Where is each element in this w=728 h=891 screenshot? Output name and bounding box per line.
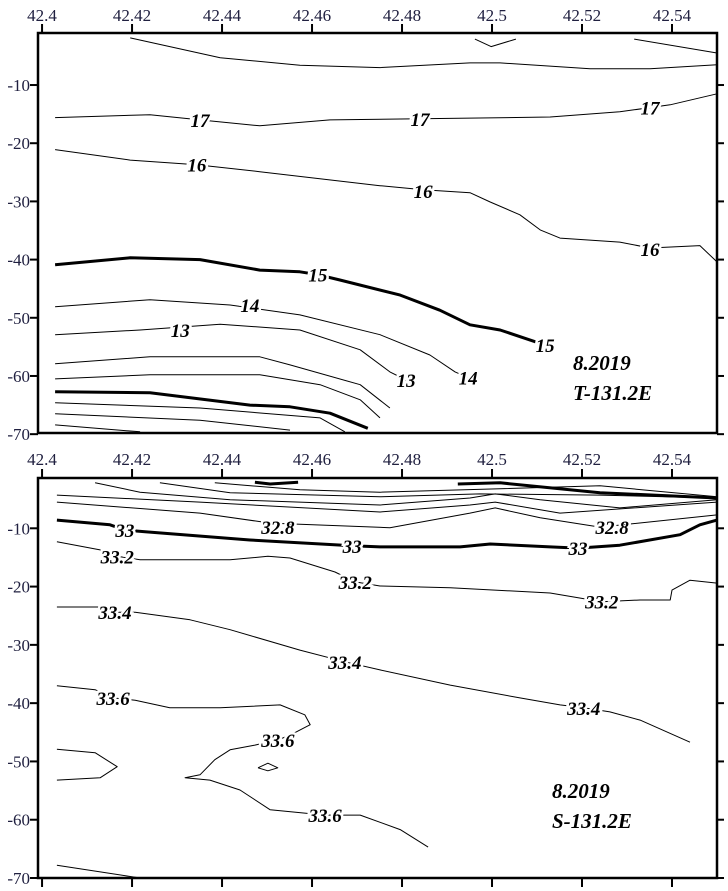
y-tick-label: -20 [7,578,30,597]
y-tick-label: -10 [7,519,30,538]
contour-line [257,762,279,772]
y-tick-label: -20 [7,134,30,153]
x-tick-label: 42.46 [293,6,331,25]
plot-frame [36,31,719,435]
contour-label: 33.4 [566,699,600,720]
contour-line-32_8 [56,501,718,529]
contour-line [55,374,381,419]
contour-label: 17 [411,110,432,131]
contour-line [55,413,291,431]
y-tick-label: -60 [7,367,30,386]
contour-label: 33 [567,539,587,560]
contour-label: 33.6 [307,806,342,827]
contour-line [474,38,517,48]
x-tick-label: 42.52 [563,450,601,469]
x-tick-label: 42.48 [383,6,421,25]
y-tick-label: -60 [7,811,30,830]
contour-line [94,482,718,509]
contour-label: 13 [171,321,190,342]
annotation-section: T-131.2E [573,381,653,405]
y-tick-label: -40 [7,251,30,270]
contour-line-33_6 [56,685,429,848]
contour-label: 15 [308,266,328,287]
x-tick-label: 42.52 [563,6,601,25]
y-tick-label: -30 [7,192,30,211]
contour-label: 32.8 [595,518,630,539]
contour-label: 16 [640,240,660,261]
annotation-date: 8.2019 [573,351,631,375]
contour-line [254,480,299,486]
x-tick-label: 42.54 [653,6,692,25]
annotation-date: 8.2019 [552,779,610,803]
contour-label: 33.2 [584,593,619,614]
contour-label: 33.2 [100,547,135,568]
contour-label: 17 [640,99,661,120]
salinity-panel: 32.8 32.8 33 33 33 33.2 33.2 33.2 33.4 33.4 33.4 33… [7,450,724,888]
contour-label: 33.6 [260,731,295,752]
contour-line [55,356,391,409]
contour-label: 33.4 [327,653,361,674]
contour-line-17 [55,93,718,127]
y-tick-label: -50 [7,752,30,771]
temperature-panel: 17 17 17 16 16 16 15 15 14 14 13 13 42.4 42.42 42.44 42… [7,6,724,444]
y-tick-label: -10 [7,76,30,95]
contour-label: 33 [342,537,362,558]
x-tick-label: 42.4 [27,6,57,25]
y-tick-label: -30 [7,636,30,655]
contour-label: 33.6 [96,689,131,710]
x-tick-label: 42.42 [113,6,151,25]
contour-line [55,424,141,433]
contour-label: 16 [414,182,434,203]
contour-line-33_4 [56,606,691,743]
salinity-panel-annotation: 8.2019 S-131.2E [552,776,632,836]
y-tick-label: -70 [7,425,30,444]
contour-line-15 [54,256,546,347]
temperature-panel-annotation: 8.2019 T-131.2E [573,348,652,408]
contour-label: 32.8 [260,518,295,539]
contour-label: 33.2 [338,573,373,594]
contour-label: 33 [114,521,134,542]
contour-label: 16 [187,156,207,177]
contour-line-33 [56,518,718,550]
x-tick-label: 42.44 [203,6,242,25]
contour-line [56,864,141,879]
x-tick-label: 42.48 [383,450,421,469]
contour-label: 33.4 [97,603,131,624]
contour-line [457,481,718,500]
x-tick-label: 42.4 [27,450,57,469]
contour-line [55,390,369,430]
x-tick-label: 42.54 [653,450,692,469]
x-tick-label: 42.5 [477,6,507,25]
contour-line [130,37,718,70]
contour-line [56,494,718,514]
x-tick-label: 42.42 [113,450,151,469]
contour-line [56,748,118,781]
contour-line-14 [55,299,469,379]
x-tick-label: 42.46 [293,450,331,469]
x-tick-label: 42.5 [477,450,507,469]
contour-line [55,402,346,433]
contour-line-16 [55,149,718,263]
annotation-section: S-131.2E [552,809,632,833]
y-tick-label: -40 [7,694,30,713]
contour-line [159,482,718,499]
x-tick-label: 42.44 [203,450,242,469]
contour-line [634,38,718,54]
y-tick-label: -50 [7,309,30,328]
y-tick-label: -70 [7,869,30,888]
contour-label: 17 [190,111,211,132]
contour-label: 15 [536,336,556,357]
contour-line-13 [55,323,407,381]
contour-label: 14 [240,296,259,317]
contour-label: 14 [459,369,478,390]
contour-line [214,482,718,498]
plot-frame [36,476,719,880]
contour-line-33_2 [56,541,718,603]
contour-label: 13 [397,371,416,392]
